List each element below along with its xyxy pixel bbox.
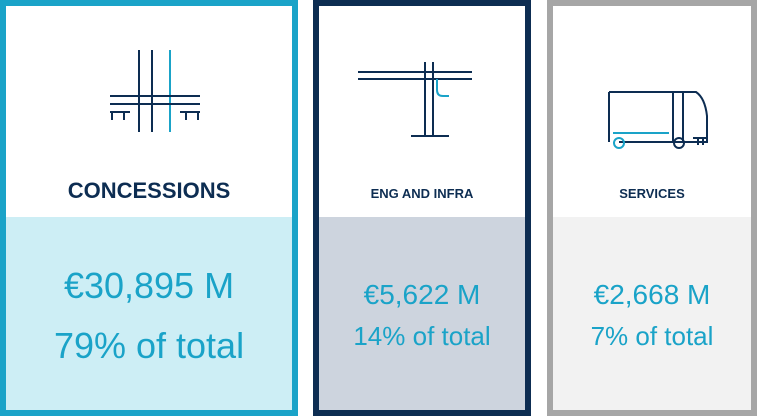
crane-icon bbox=[358, 62, 472, 137]
card-amount: €30,895 M bbox=[63, 265, 235, 306]
card-services: SERVICES €2,668 M 7% of total bbox=[547, 0, 757, 416]
card-amount: €2,668 M bbox=[593, 279, 711, 310]
card-concessions: CONCESSIONS €30,895 M 79% of total bbox=[0, 0, 298, 416]
card-title: SERVICES bbox=[619, 186, 685, 201]
card-eng-infra: ENG AND INFRA €5,622 M 14% of total bbox=[313, 0, 531, 416]
card-bottom: €5,622 M 14% of total bbox=[319, 217, 525, 410]
bridge-icon bbox=[110, 50, 200, 132]
card-title: CONCESSIONS bbox=[67, 178, 231, 203]
card-share: 79% of total bbox=[53, 325, 245, 366]
card-top: CONCESSIONS bbox=[6, 6, 292, 217]
card-top: ENG AND INFRA bbox=[319, 6, 525, 217]
card-bottom: €2,668 M 7% of total bbox=[553, 217, 751, 410]
bus-icon bbox=[608, 91, 708, 149]
card-share: 7% of total bbox=[590, 321, 714, 351]
card-bottom: €30,895 M 79% of total bbox=[6, 217, 292, 410]
card-share: 14% of total bbox=[353, 321, 491, 351]
card-top: SERVICES bbox=[553, 6, 751, 217]
card-amount: €5,622 M bbox=[363, 279, 481, 310]
card-title: ENG AND INFRA bbox=[370, 186, 474, 201]
